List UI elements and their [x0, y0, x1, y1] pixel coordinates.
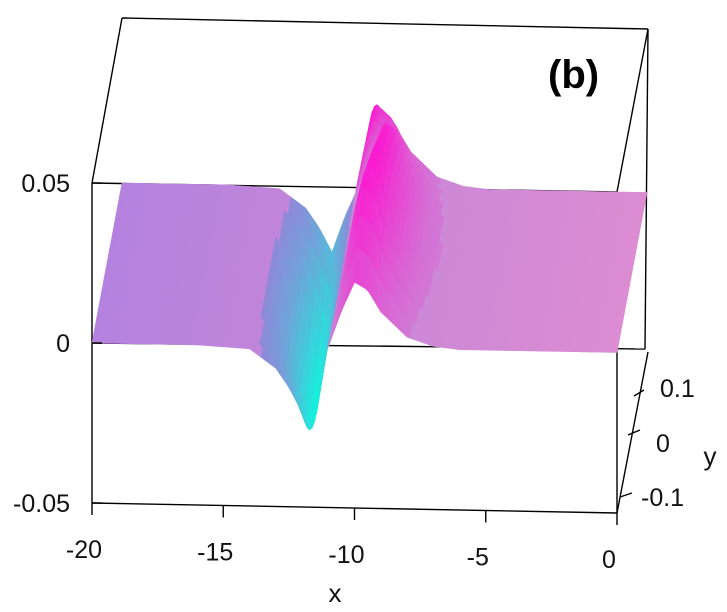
y-tick-mark	[627, 429, 641, 436]
x-tick-label: 0	[602, 546, 616, 574]
y-tick-mark	[619, 492, 633, 498]
x-tick-label: -5	[467, 544, 489, 572]
y-tick-label: 0.1	[660, 375, 695, 403]
surface-patch	[640, 192, 648, 207]
y-tick-label: -0.1	[641, 484, 684, 512]
box-back-right	[616, 28, 649, 193]
x-tick-label: -10	[328, 541, 364, 569]
panel-label: (b)	[548, 53, 599, 97]
box-back-left	[91, 17, 123, 184]
box-right-depth-top	[644, 28, 649, 350]
x-tick-label: -20	[66, 536, 102, 564]
y-tick-mark	[633, 389, 645, 397]
x-tick-label: -15	[197, 539, 233, 567]
x-axis-title: x	[329, 578, 342, 608]
axis-ticks: -20 -15 -10 -5 0 0.05 0 -0.05 0.1 0 -0.1	[13, 170, 695, 574]
y-axis-title: y	[704, 441, 717, 471]
z-tick-label: 0	[56, 330, 70, 358]
z-tick-label: -0.05	[13, 490, 70, 518]
surface-mesh	[91, 104, 648, 431]
z-tick-label: 0.05	[21, 170, 70, 198]
y-tick-label: 0	[656, 430, 670, 458]
box-back-top	[121, 17, 649, 30]
